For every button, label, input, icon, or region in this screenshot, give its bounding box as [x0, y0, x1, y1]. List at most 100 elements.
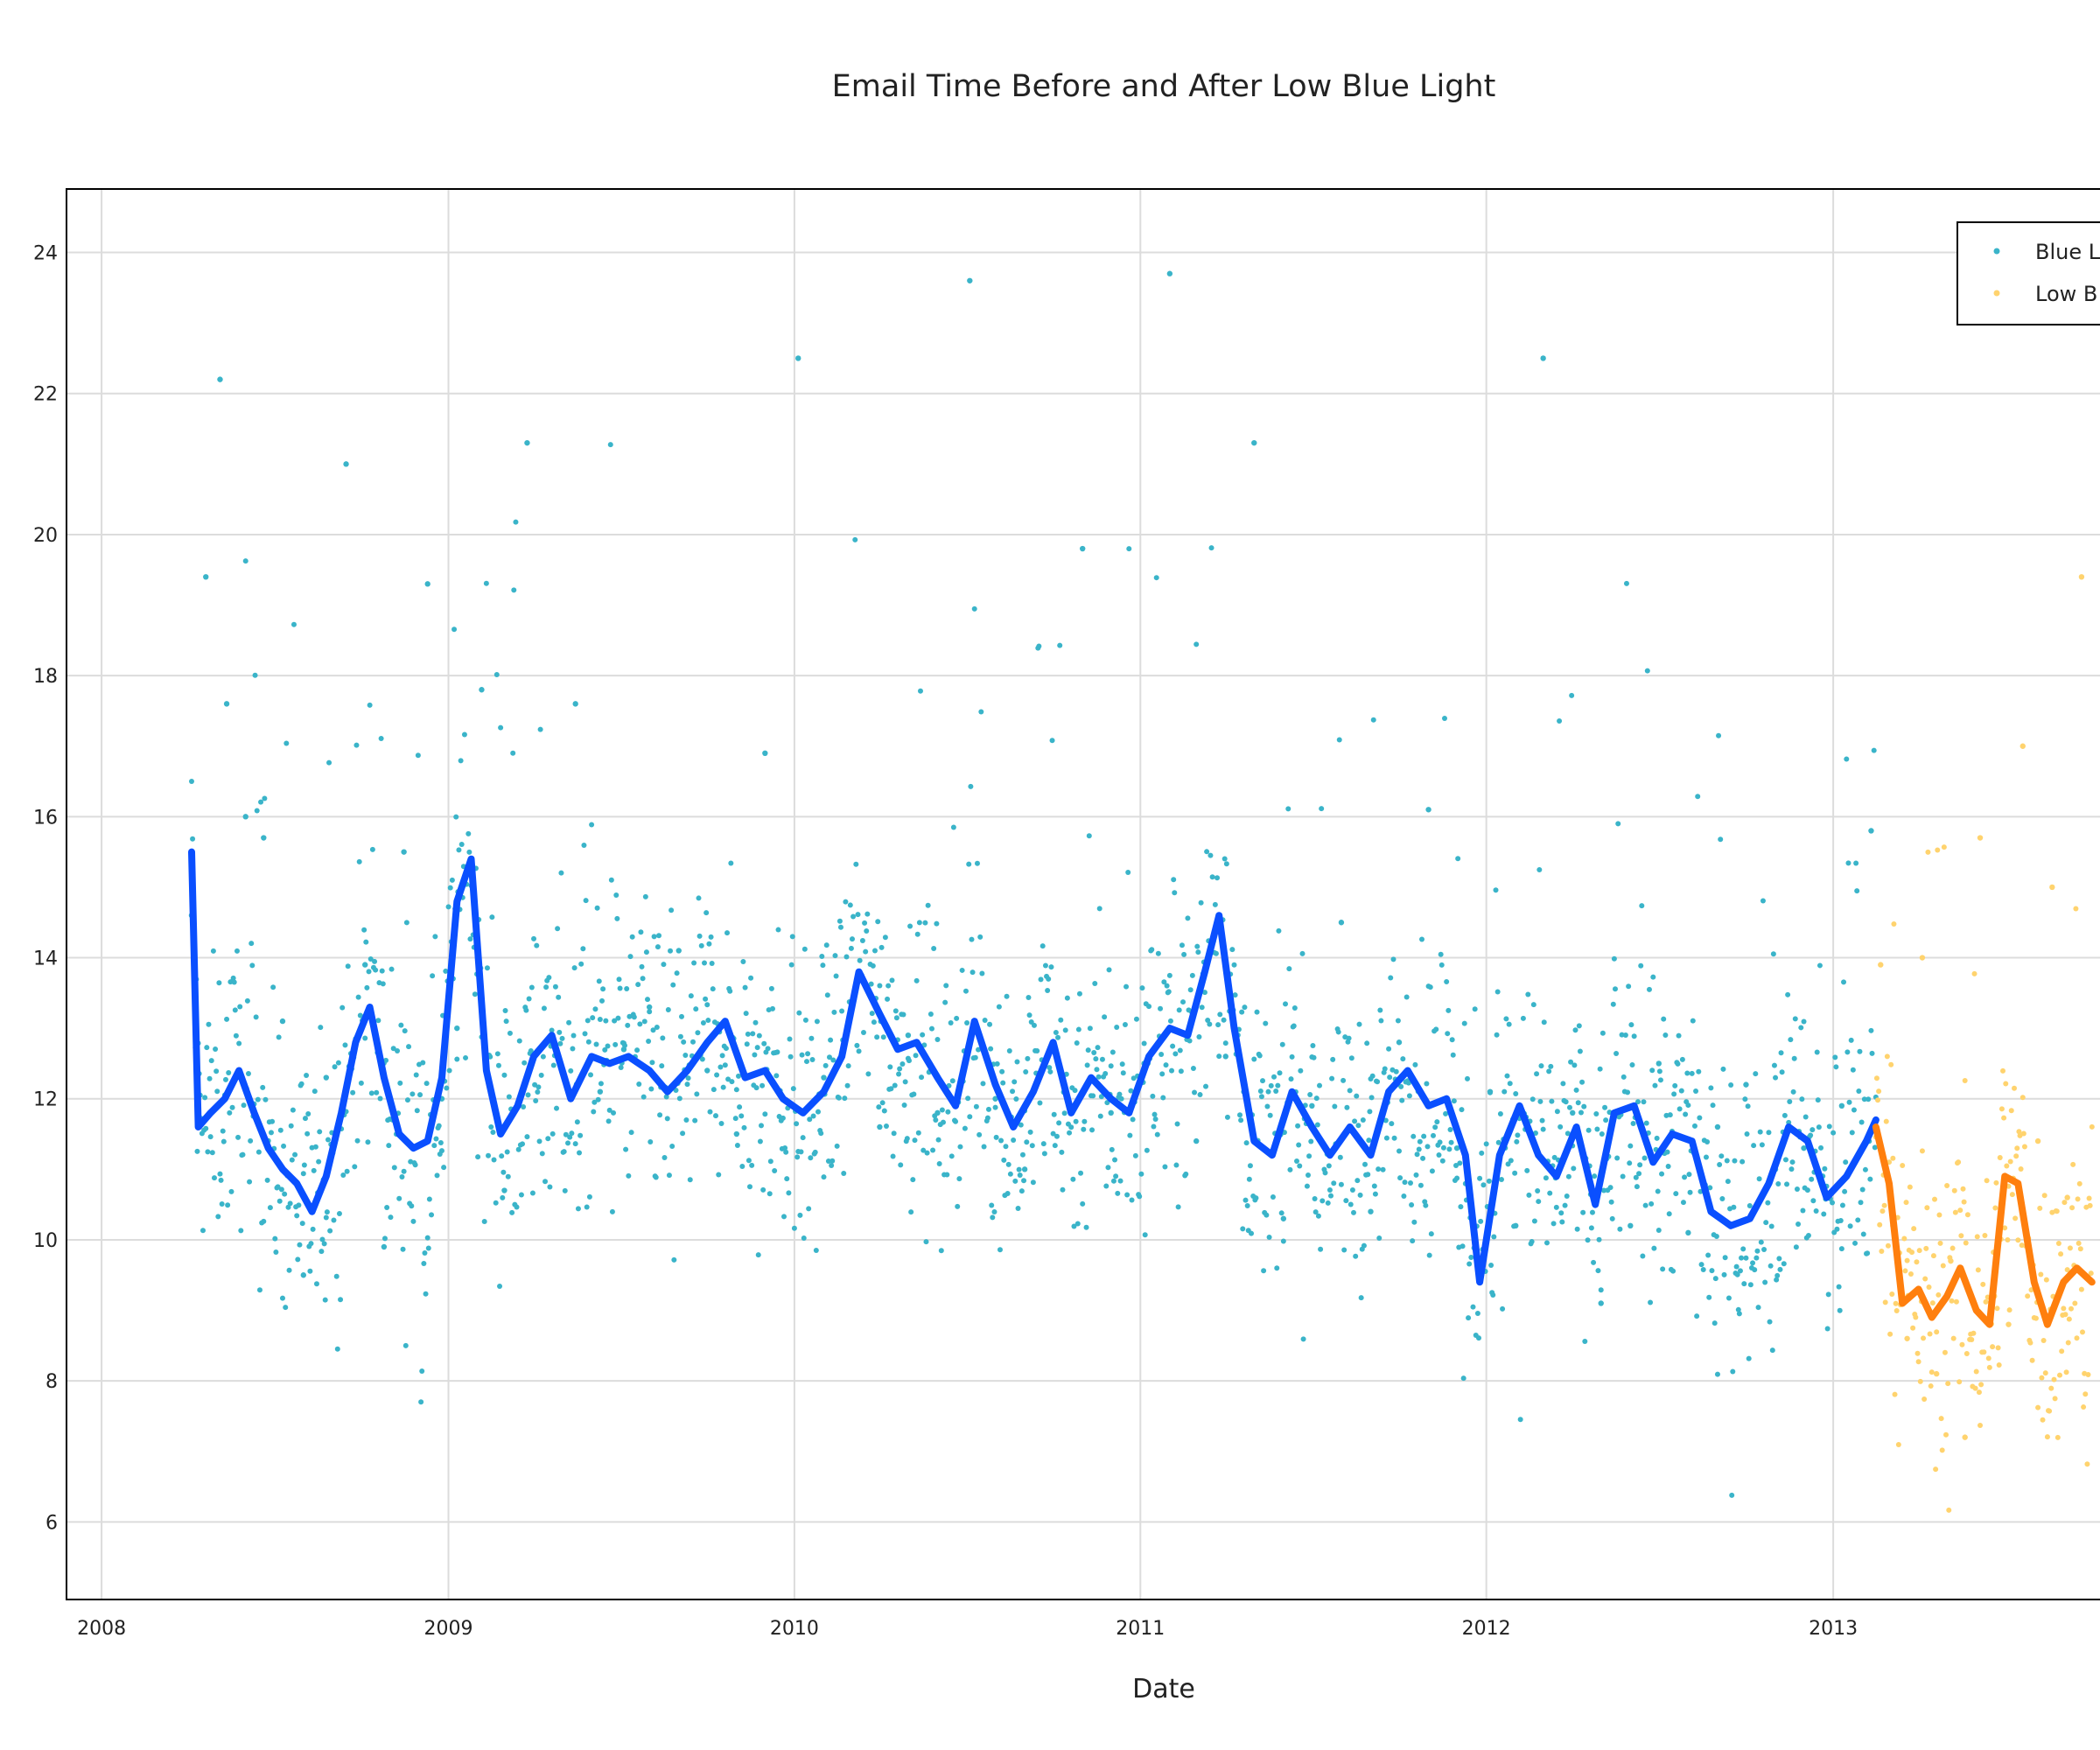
blue-light-point	[1351, 1209, 1357, 1215]
blue-light-point	[1640, 1253, 1646, 1259]
blue-light-point	[1654, 1135, 1660, 1141]
blue-light-point	[1368, 1095, 1375, 1101]
blue-light-point	[318, 1025, 324, 1031]
blue-light-point	[1423, 1202, 1429, 1208]
blue-light-point	[1280, 1238, 1286, 1244]
blue-light-point	[1341, 1247, 1348, 1253]
low-blue-point	[2057, 1372, 2063, 1378]
blue-light-point	[1857, 1048, 1863, 1054]
low-blue-point	[1878, 962, 1884, 968]
blue-light-point	[350, 1089, 356, 1096]
blue-light-point	[864, 911, 871, 917]
blue-light-point	[1648, 1299, 1654, 1306]
blue-light-point	[733, 1087, 739, 1093]
blue-light-point	[1042, 962, 1048, 969]
blue-light-point	[267, 1205, 273, 1211]
blue-light-point	[1265, 1088, 1271, 1095]
low-blue-point	[2067, 1245, 2073, 1251]
low-blue-point	[1923, 1245, 1929, 1251]
legend-label-low-blue: Low B	[2035, 282, 2097, 306]
blue-light-point	[1092, 980, 1098, 986]
blue-light-point	[1271, 1074, 1278, 1080]
blue-light-point	[546, 975, 552, 981]
blue-light-point	[217, 1171, 223, 1177]
blue-light-point	[882, 934, 888, 941]
blue-light-point	[998, 1138, 1004, 1144]
blue-light-point	[917, 688, 923, 694]
blue-light-point	[1858, 1119, 1865, 1125]
blue-light-point	[1717, 1161, 1723, 1167]
blue-light-point	[1576, 1023, 1582, 1029]
blue-light-point	[1846, 1099, 1852, 1105]
low-blue-point	[1944, 1182, 1950, 1188]
tick-labels: 2008 2009 2010 2011 2012 20136810121416182022…	[33, 243, 1858, 1640]
blue-light-point	[1016, 1166, 1022, 1172]
blue-light-point	[409, 1203, 415, 1209]
blue-light-point	[1838, 1246, 1844, 1252]
low-blue-point	[1962, 1434, 1968, 1440]
blue-light-point	[725, 1076, 732, 1082]
blue-light-point	[531, 935, 537, 942]
low-blue-point	[2020, 1095, 2026, 1101]
blue-light-point	[364, 984, 370, 990]
blue-light-point	[1763, 1220, 1769, 1226]
grid	[66, 189, 2100, 1600]
blue-light-point	[692, 1117, 698, 1124]
blue-light-point	[289, 1157, 295, 1163]
blue-light-point	[646, 1038, 652, 1044]
blue-light-point	[388, 966, 395, 972]
blue-light-point	[327, 1228, 333, 1234]
blue-light-point	[1526, 1192, 1532, 1198]
blue-light-point	[839, 1008, 845, 1014]
blue-light-point	[270, 984, 276, 990]
blue-light-point	[1270, 1194, 1276, 1200]
blue-light-point	[1646, 986, 1652, 992]
blue-light-point	[286, 1267, 292, 1273]
blue-light-point	[1693, 1088, 1699, 1095]
blue-light-point	[1655, 1188, 1661, 1194]
blue-light-point	[1368, 1208, 1374, 1214]
blue-light-point	[1402, 1180, 1408, 1186]
blue-light-point	[684, 1082, 690, 1088]
blue-light-point	[382, 1236, 388, 1242]
low-blue-point	[2006, 1321, 2012, 1327]
blue-light-point	[863, 948, 869, 955]
blue-light-point	[1718, 836, 1724, 843]
blue-light-point	[244, 998, 250, 1004]
blue-light-point	[1185, 915, 1191, 921]
blue-light-point	[780, 1115, 786, 1121]
blue-light-point	[1086, 833, 1092, 839]
blue-light-point	[558, 870, 564, 876]
blue-light-point	[1569, 692, 1575, 698]
blue-light-point	[1093, 1056, 1099, 1062]
blue-light-point	[304, 1130, 311, 1137]
low-blue-point	[1986, 1364, 1992, 1370]
blue-light-point	[1598, 1300, 1604, 1306]
blue-light-point	[456, 847, 462, 853]
blue-light-point	[242, 558, 248, 564]
blue-light-point	[490, 1130, 496, 1136]
blue-light-point	[1056, 1120, 1062, 1126]
blue-light-point	[345, 963, 351, 970]
blue-light-point	[1408, 1180, 1414, 1186]
blue-light-point	[1551, 1154, 1558, 1160]
blue-light-point	[691, 960, 697, 966]
blue-light-point	[1565, 1173, 1572, 1180]
blue-light-point	[774, 1049, 780, 1055]
blue-light-point	[1337, 1154, 1343, 1160]
blue-light-point	[1172, 1051, 1179, 1057]
blue-light-point	[591, 1109, 597, 1115]
blue-light-point	[910, 1177, 916, 1183]
blue-light-point	[682, 1053, 689, 1059]
blue-light-point	[1790, 1088, 1796, 1095]
blue-light-point	[806, 1206, 812, 1212]
blue-light-point	[298, 1081, 304, 1087]
blue-light-point	[368, 956, 374, 962]
blue-light-point	[1315, 1213, 1321, 1219]
blue-light-point	[1619, 1032, 1625, 1038]
low-blue-point	[1914, 1350, 1921, 1356]
blue-light-point	[997, 1247, 1003, 1253]
low-blue-point	[1875, 1097, 1881, 1103]
low-blue-point	[1933, 1370, 1940, 1377]
blue-light-point	[336, 1210, 342, 1216]
